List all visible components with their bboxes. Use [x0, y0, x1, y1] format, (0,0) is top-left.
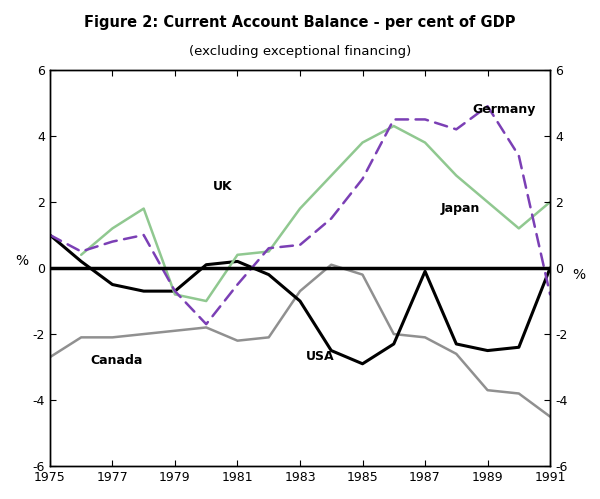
Text: Germany: Germany: [472, 103, 535, 116]
Y-axis label: %: %: [572, 268, 585, 282]
Text: Japan: Japan: [440, 202, 480, 215]
Y-axis label: %: %: [15, 254, 28, 268]
Text: (excluding exceptional financing): (excluding exceptional financing): [189, 45, 411, 58]
Text: Figure 2: Current Account Balance - per cent of GDP: Figure 2: Current Account Balance - per …: [84, 15, 516, 30]
Text: UK: UK: [212, 181, 232, 194]
Text: Canada: Canada: [91, 354, 143, 367]
Text: USA: USA: [306, 350, 335, 363]
